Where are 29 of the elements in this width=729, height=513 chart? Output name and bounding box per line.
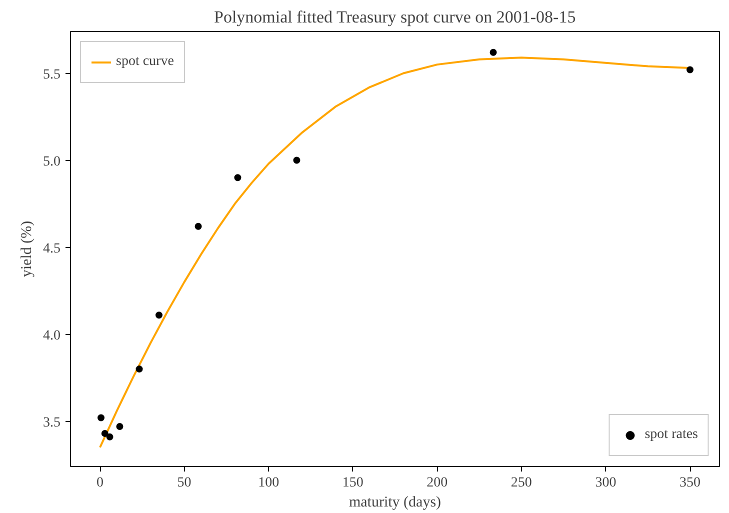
y-tick-label: 5.0	[43, 154, 60, 170]
point	[98, 414, 105, 422]
x-tick-label: 250	[510, 476, 532, 490]
point	[234, 174, 242, 182]
x-tick-label: 150	[342, 476, 364, 490]
x-tick-label: 350	[680, 476, 700, 490]
legend-label: spot curve	[116, 54, 174, 70]
x-tick-label: 300	[595, 476, 616, 490]
point	[136, 366, 143, 373]
y-tick-label: 4.5	[43, 241, 60, 256]
x-tick-label: 200	[426, 476, 448, 490]
y-tick-label: 3.5	[43, 415, 60, 430]
point	[156, 312, 162, 319]
chart-title: Polynomial fitted Treasury spot curve on 2001-08-15	[214, 8, 576, 26]
point	[116, 422, 124, 430]
point	[293, 156, 300, 164]
point	[101, 430, 108, 437]
x-axis-title: maturity (days)	[348, 494, 442, 510]
y-tick-label: 5.5	[43, 67, 60, 82]
x-tick-label: 50	[177, 476, 192, 490]
legend-label: spot rates	[644, 427, 698, 443]
x-tick-label: 100	[258, 476, 280, 490]
y-tick-label: 4.0	[43, 328, 60, 344]
point	[106, 433, 114, 440]
y-axis-title: yield (%)	[19, 220, 35, 278]
point	[490, 48, 497, 56]
point	[194, 222, 202, 230]
point	[686, 66, 694, 74]
x-tick-label: 0	[96, 476, 104, 490]
